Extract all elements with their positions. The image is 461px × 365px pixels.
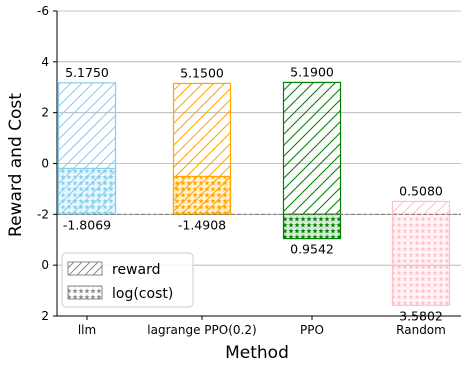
y-tick-label: 2 — [41, 106, 49, 120]
cost-legend-swatch — [67, 285, 103, 300]
y-tick-label: 4 — [41, 55, 49, 69]
tick-labels: -6 4 2 0 -2 0 2 llm lagrange PPO(0.2) PPO Random — [37, 4, 446, 337]
cost-bar — [391, 213, 451, 306]
reward-value-label: 5.1500 — [180, 65, 224, 80]
y-tick-label: -6 — [37, 4, 49, 18]
cost-bar — [282, 213, 342, 240]
reward-legend-swatch — [67, 261, 103, 276]
x-tick-label: llm — [78, 323, 96, 337]
x-axis-title: Method — [225, 343, 289, 363]
cost-value-label: -1.4908 — [178, 217, 226, 232]
legend: reward log(cost) — [61, 252, 194, 308]
y-tick-label: -2 — [37, 207, 49, 221]
x-tick-label: PPO — [300, 323, 324, 337]
y-tick-label: 0 — [41, 258, 49, 272]
reward-value-label: 5.1750 — [65, 65, 109, 80]
x-tick-label: Random — [396, 323, 446, 337]
reward-bar — [391, 200, 451, 215]
bars — [57, 81, 461, 306]
reward-value-label: 5.1900 — [290, 64, 334, 79]
y-tick-label: 2 — [41, 309, 49, 323]
y-tick-label: 0 — [41, 157, 49, 171]
cost-bar — [172, 175, 232, 215]
cost-value-label: 0.9542 — [290, 242, 334, 257]
reward-value-label: 0.5080 — [399, 183, 443, 198]
cost-legend-label: log(cost) — [112, 286, 173, 302]
reward-bar — [282, 81, 342, 215]
cost-value-label: -1.8069 — [63, 217, 111, 232]
cost-bar — [57, 167, 117, 215]
x-tick-label: lagrange PPO(0.2) — [147, 323, 256, 337]
data-labels: 5.1750 -1.8069 5.1500 -1.4908 5.1900 0.9542 0.… — [63, 64, 443, 323]
y-axis-title: Reward and Cost — [6, 93, 26, 237]
reward-legend-label: reward — [112, 262, 161, 278]
